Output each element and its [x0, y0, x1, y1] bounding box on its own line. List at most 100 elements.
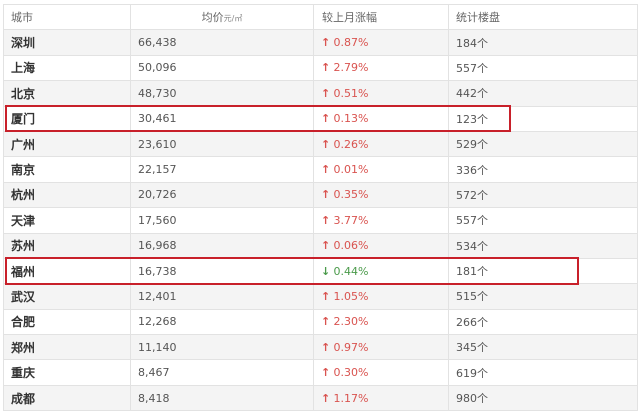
cell-count: 515个	[448, 283, 638, 310]
table-row: 上海 50,096 ↑ 2.79% 557个	[3, 54, 638, 82]
cell-price: 12,401	[130, 283, 314, 310]
cell-count: 266个	[448, 308, 638, 336]
cell-count: 619个	[448, 359, 638, 386]
cell-price: 12,268	[130, 308, 314, 336]
table-row: 合肥 12,268 ↑ 2.30% 266个	[3, 308, 638, 336]
table-row: 南京 22,157 ↑ 0.01% 336个	[3, 156, 638, 183]
cell-count: 184个	[448, 29, 638, 56]
cell-city: 合肥	[3, 308, 131, 336]
cell-price: 20,726	[130, 181, 314, 209]
cell-price: 66,438	[130, 29, 314, 56]
table-row: 成都 8,418 ↑ 1.17% 980个	[3, 384, 638, 411]
cell-count: 534个	[448, 232, 638, 259]
cell-city: 武汉	[3, 283, 131, 310]
change-value: 0.35%	[333, 188, 369, 202]
cell-change: ↑ 0.97%	[313, 334, 449, 361]
cell-change: ↓ 0.44%	[313, 257, 449, 285]
cell-count: 557个	[448, 207, 638, 234]
table-row: 苏州 16,968 ↑ 0.06% 534个	[3, 232, 638, 259]
arrow-up-icon: ↑	[321, 315, 331, 329]
change-value: 1.17%	[333, 391, 369, 405]
cell-change: ↑ 2.79%	[313, 54, 449, 82]
cell-change: ↑ 0.30%	[313, 359, 449, 386]
arrow-up-icon: ↑	[321, 340, 331, 354]
arrow-up-icon: ↑	[321, 163, 331, 177]
cell-price: 16,968	[130, 232, 314, 259]
cell-city: 福州	[3, 257, 131, 285]
cell-change: ↑ 0.26%	[313, 130, 449, 158]
cell-count: 345个	[448, 334, 638, 361]
change-value: 1.05%	[333, 289, 369, 303]
cell-price: 8,418	[130, 384, 314, 411]
table-row: 北京 48,730 ↑ 0.51% 442个	[3, 80, 638, 107]
cell-price: 30,461	[130, 105, 314, 132]
cell-city: 北京	[3, 80, 131, 107]
cell-price: 16,738	[130, 257, 314, 285]
cell-price: 8,467	[130, 359, 314, 386]
cell-count: 336个	[448, 156, 638, 183]
table-row: 郑州 11,140 ↑ 0.97% 345个	[3, 334, 638, 361]
cell-change: ↑ 0.51%	[313, 80, 449, 107]
change-value: 0.97%	[333, 340, 369, 354]
cell-price: 50,096	[130, 54, 314, 82]
change-value: 0.30%	[333, 366, 369, 380]
arrow-up-icon: ↑	[321, 366, 331, 380]
cell-city: 深圳	[3, 29, 131, 56]
header-change: 较上月涨幅	[313, 3, 449, 31]
cell-change: ↑ 2.30%	[313, 308, 449, 336]
cell-city: 南京	[3, 156, 131, 183]
cell-change: ↑ 0.01%	[313, 156, 449, 183]
cell-change: ↑ 3.77%	[313, 207, 449, 234]
arrow-up-icon: ↑	[321, 86, 331, 100]
change-value: 0.13%	[333, 112, 369, 126]
table-row: 福州 16,738 ↓ 0.44% 181个	[3, 257, 638, 285]
cell-price: 17,560	[130, 207, 314, 234]
housing-price-table: 城市 均价元/㎡ 较上月涨幅 统计楼盘 深圳 66,438 ↑ 0.87% 184个上…	[3, 3, 638, 411]
arrow-up-icon: ↑	[321, 112, 331, 126]
cell-change: ↑ 0.13%	[313, 105, 449, 132]
cell-price: 48,730	[130, 80, 314, 107]
cell-change: ↑ 1.05%	[313, 283, 449, 310]
change-value: 0.51%	[333, 86, 369, 100]
table-row: 深圳 66,438 ↑ 0.87% 184个	[3, 29, 638, 56]
cell-city: 郑州	[3, 334, 131, 361]
cell-count: 557个	[448, 54, 638, 82]
change-value: 0.01%	[333, 163, 369, 177]
cell-city: 苏州	[3, 232, 131, 259]
arrow-up-icon: ↑	[321, 137, 331, 151]
cell-count: 181个	[448, 257, 638, 285]
cell-count: 572个	[448, 181, 638, 209]
change-value: 0.06%	[333, 239, 369, 253]
cell-city: 重庆	[3, 359, 131, 386]
table-row: 武汉 12,401 ↑ 1.05% 515个	[3, 283, 638, 310]
cell-change: ↑ 0.06%	[313, 232, 449, 259]
cell-price: 22,157	[130, 156, 314, 183]
arrow-up-icon: ↑	[321, 391, 331, 405]
arrow-up-icon: ↑	[321, 239, 331, 253]
table-row: 重庆 8,467 ↑ 0.30% 619个	[3, 359, 638, 386]
cell-count: 529个	[448, 130, 638, 158]
arrow-up-icon: ↑	[321, 61, 331, 75]
cell-change: ↑ 1.17%	[313, 384, 449, 411]
table-row: 广州 23,610 ↑ 0.26% 529个	[3, 130, 638, 158]
change-value: 2.30%	[333, 315, 369, 329]
table-row: 天津 17,560 ↑ 3.77% 557个	[3, 207, 638, 234]
cell-city: 广州	[3, 130, 131, 158]
header-price-unit: 元/㎡	[223, 14, 243, 24]
arrow-up-icon: ↑	[321, 289, 331, 303]
arrow-up-icon: ↑	[321, 36, 331, 50]
cell-city: 上海	[3, 54, 131, 82]
change-value: 2.79%	[333, 61, 369, 75]
cell-change: ↑ 0.35%	[313, 181, 449, 209]
header-city: 城市	[3, 3, 131, 31]
change-value: 3.77%	[333, 213, 369, 227]
cell-price: 11,140	[130, 334, 314, 361]
cell-city: 厦门	[3, 105, 131, 132]
table-header-row: 城市 均价元/㎡ 较上月涨幅 统计楼盘	[3, 3, 638, 31]
table-body: 深圳 66,438 ↑ 0.87% 184个 上海 50,096 ↑ 2.79% 557个 北京…	[3, 29, 638, 411]
cell-count: 442个	[448, 80, 638, 107]
arrow-down-icon: ↓	[321, 264, 331, 278]
arrow-up-icon: ↑	[321, 188, 331, 202]
cell-count: 123个	[448, 105, 638, 132]
cell-city: 天津	[3, 207, 131, 234]
